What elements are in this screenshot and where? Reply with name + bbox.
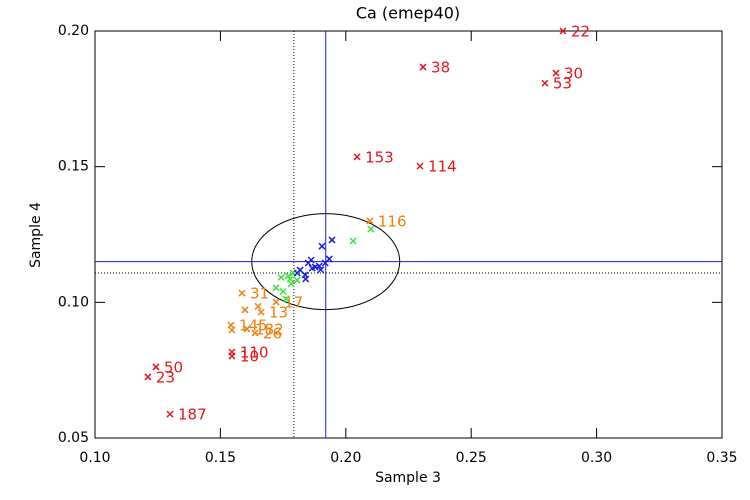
x-tick-label: 0.15 (205, 450, 236, 466)
point (325, 255, 333, 263)
point-label: 114 (428, 158, 457, 176)
x-tick-label: 0.25 (456, 450, 487, 466)
point-label: 13 (269, 304, 288, 322)
x-tick-label: 0.30 (581, 450, 612, 466)
point (367, 225, 375, 233)
point (552, 69, 560, 77)
point-label: 153 (365, 148, 394, 166)
point (144, 373, 152, 381)
point-label: 116 (378, 212, 407, 230)
point (302, 275, 310, 283)
point (353, 153, 361, 161)
point-label: 187 (178, 406, 207, 424)
y-axis-label: Sample 4 (28, 202, 44, 268)
point-label: 31 (250, 285, 269, 303)
y-tick-label: 0.05 (58, 430, 89, 446)
point (257, 308, 265, 316)
y-tick-label: 0.15 (58, 159, 89, 175)
point-label: 38 (431, 59, 450, 77)
point (307, 256, 315, 264)
point (287, 280, 295, 288)
point (318, 242, 326, 250)
point (559, 27, 567, 35)
point (293, 269, 301, 277)
ellipse (251, 213, 401, 311)
point (228, 352, 236, 360)
point (328, 236, 336, 244)
point (238, 289, 246, 297)
point (272, 298, 280, 306)
point (317, 266, 325, 274)
point-label: 182 (255, 320, 284, 338)
point (243, 325, 251, 333)
point (277, 273, 285, 281)
point (315, 262, 323, 270)
point-label: 17 (284, 294, 303, 312)
point (241, 306, 249, 314)
point (366, 217, 374, 225)
point (272, 284, 280, 292)
point-label: 23 (156, 368, 175, 386)
x-tick-label: 0.20 (330, 450, 361, 466)
y-tick-label: 0.10 (58, 294, 89, 310)
x-tick-label: 0.35 (706, 450, 737, 466)
point-label: 10 (240, 348, 259, 366)
x-axis-label: Sample 3 (375, 470, 441, 486)
point (282, 295, 290, 303)
point (166, 410, 174, 418)
point (416, 162, 424, 170)
point (308, 264, 316, 272)
point (251, 329, 259, 337)
point-label: 22 (571, 23, 590, 41)
point-label: 26 (263, 324, 282, 342)
y-tick-label: 0.20 (58, 23, 89, 39)
point (349, 237, 357, 245)
point (293, 276, 301, 284)
point-label: 53 (553, 75, 572, 93)
point (279, 287, 287, 296)
point (419, 63, 427, 71)
plot-frame (94, 30, 723, 439)
point (254, 302, 262, 310)
point-label: 110 (240, 343, 269, 361)
point (228, 326, 236, 334)
chart-title: Ca (emep40) (356, 4, 460, 23)
point-label: 50 (164, 358, 183, 376)
point-label: 30 (564, 65, 583, 83)
x-tick-label: 0.10 (79, 450, 110, 466)
point (152, 363, 160, 371)
point (541, 79, 549, 87)
